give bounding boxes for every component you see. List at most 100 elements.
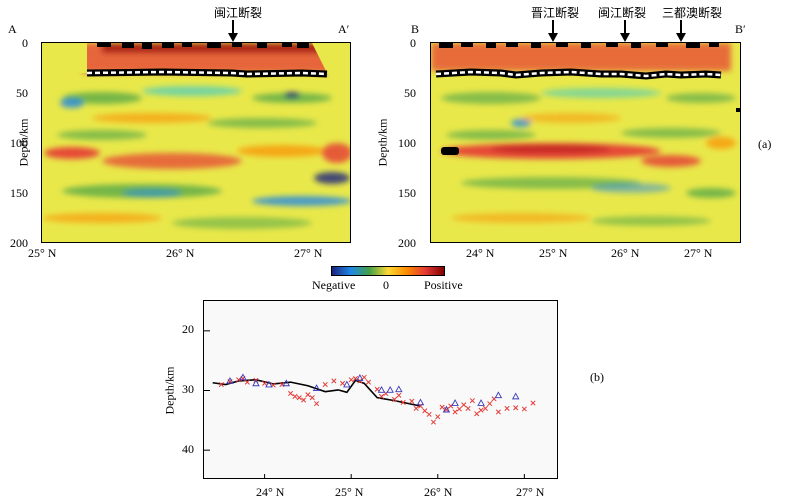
receiver-function-point: [378, 393, 385, 400]
receiver-function-mark: [504, 405, 510, 411]
y-tick: 50: [16, 86, 28, 100]
fault-arrow-head: [676, 33, 686, 42]
receiver-function-mark: [513, 405, 519, 411]
receiver-function-mark: [409, 398, 415, 404]
fault-label: 闽江断裂: [214, 6, 263, 20]
receiver-function-point: [314, 401, 320, 407]
receiver-function-mark: [396, 392, 402, 398]
receiver-function-mark: [236, 377, 242, 383]
receiver-function-mark: [456, 406, 462, 412]
y-tick: 0: [410, 36, 416, 50]
x-tick: 24° N: [256, 485, 285, 499]
y-tick: 200: [398, 236, 416, 250]
fault-arrow: [552, 20, 554, 34]
receiver-function-mark: [391, 396, 398, 403]
receiver-function-mark: [374, 386, 380, 392]
receiver-function-mark: [452, 409, 458, 415]
receiver-function-mark: [443, 407, 449, 413]
fault-label: 晋江断裂: [531, 6, 580, 20]
receiver-function-point: [530, 400, 536, 406]
migration-image-a-svg: [42, 43, 350, 229]
section-start-label: B: [411, 22, 420, 36]
receiver-function-point: [400, 399, 406, 405]
x-tick: 24° N: [466, 246, 495, 260]
y-tick: 30: [182, 382, 194, 396]
receiver-function-point: [452, 409, 458, 415]
triangle-point: [312, 384, 321, 391]
colorbar-zero-label: 0: [383, 278, 389, 292]
y-tick: 150: [10, 186, 28, 200]
receiver-function-mark: [309, 395, 315, 401]
triangle-point: [395, 385, 403, 393]
receiver-function-mark: [478, 407, 484, 413]
receiver-function-point: [513, 405, 519, 411]
receiver-function-point: [474, 411, 480, 417]
receiver-function-mark: [521, 406, 527, 412]
x-tick: 26° N: [611, 246, 640, 260]
receiver-function-point: [236, 377, 242, 383]
receiver-function-point: [374, 386, 380, 392]
x-tick: 27° N: [294, 246, 323, 260]
fault-label: 闽江断裂: [598, 6, 647, 20]
receiver-function-mark: [279, 381, 285, 388]
receiver-function-point: [357, 378, 363, 384]
receiver-function-point: [422, 408, 428, 414]
receiver-function-mark: [413, 405, 419, 411]
receiver-function-mark: [262, 380, 268, 386]
y-axis-label: Depth/km: [162, 366, 177, 415]
triangle-point: [343, 380, 351, 388]
migration-image-b: [430, 42, 741, 243]
x-tick: 25° N: [28, 246, 57, 260]
receiver-function-point: [288, 390, 294, 397]
receiver-function-point: [465, 405, 471, 411]
x-tick: 25° N: [335, 485, 364, 499]
migration-image-a: [41, 42, 351, 243]
y-tick: 50: [404, 86, 416, 100]
receiver-function-point: [218, 381, 224, 388]
receiver-function-mark: [357, 378, 363, 384]
receiver-function-mark: [495, 409, 501, 415]
receiver-function-mark: [474, 411, 480, 417]
y-tick: 200: [10, 236, 28, 250]
section-end-label: B′: [735, 22, 746, 36]
receiver-function-mark: [218, 381, 224, 388]
x-tick: 26° N: [424, 485, 453, 499]
y-tick: 100: [398, 136, 416, 150]
section-start-label: A: [8, 22, 17, 36]
x-tick: 27° N: [684, 246, 713, 260]
triangle-point: [477, 399, 485, 406]
receiver-function-point: [301, 397, 307, 403]
receiver-function-mark: [361, 374, 367, 380]
x-tick: 26° N: [166, 246, 195, 260]
receiver-function-mark: [322, 381, 328, 388]
triangle-point: [416, 398, 425, 406]
fault-arrow-head: [620, 33, 630, 42]
receiver-function-point: [487, 401, 493, 407]
triangle-point: [494, 391, 503, 399]
triangle-point: [265, 380, 273, 388]
colorbar-positive-label: Positive: [424, 278, 463, 292]
fault-label: 三都澳断裂: [662, 6, 723, 20]
receiver-function-mark: [378, 393, 385, 400]
receiver-function-mark: [430, 419, 437, 425]
receiver-function-point: [426, 411, 432, 417]
receiver-function-point: [413, 405, 419, 411]
receiver-function-point: [309, 395, 315, 401]
triangle-point: [442, 405, 451, 413]
receiver-function-mark: [296, 395, 302, 401]
receiver-function-point: [331, 378, 337, 384]
x-tick: 27° N: [516, 485, 545, 499]
panel-b-tag: (b): [590, 370, 604, 384]
receiver-function-point: [435, 414, 441, 420]
fault-arrow-head: [228, 33, 238, 42]
receiver-function-mark: [244, 379, 250, 385]
receiver-function-point: [339, 380, 346, 386]
receiver-function-point: [409, 398, 415, 404]
receiver-function-mark: [465, 405, 471, 411]
y-tick: 40: [182, 442, 194, 456]
receiver-function-mark: [339, 380, 346, 386]
fault-arrow: [624, 20, 626, 34]
receiver-function-mark: [487, 401, 493, 407]
colorbar-gradient: [331, 266, 445, 276]
receiver-function-mark: [435, 414, 441, 420]
